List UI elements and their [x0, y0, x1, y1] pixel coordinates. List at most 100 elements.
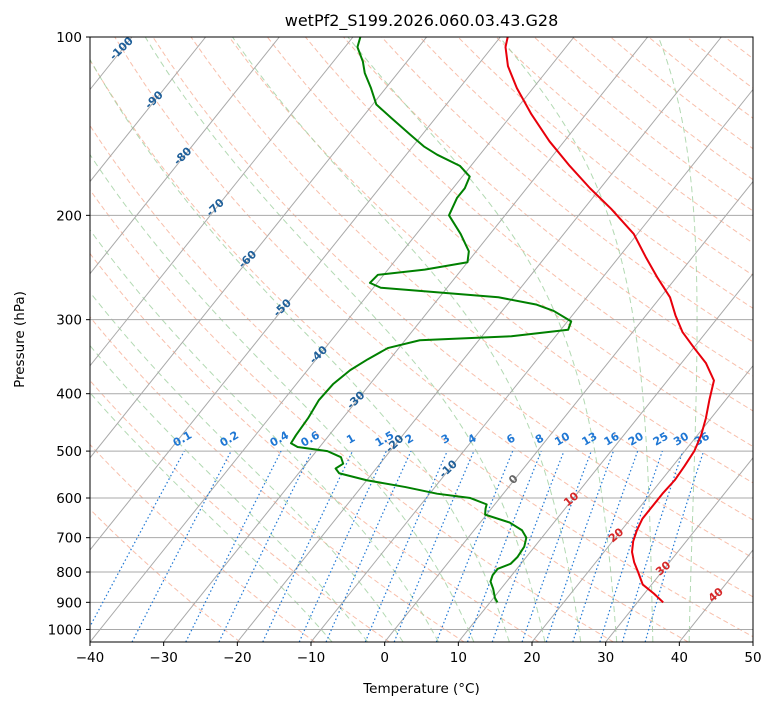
- mixing-ratio-line: [218, 450, 313, 642]
- y-axis: 100 200 300 400 500 600 700 800 900 1000: [48, 30, 90, 638]
- isotherm-line: [531, 364, 753, 642]
- dry-adiabat-line: [90, 379, 390, 642]
- dry-adiabat-line: [90, 124, 689, 642]
- y-tick-label: 300: [56, 313, 82, 329]
- x-tick-label: −10: [297, 650, 326, 666]
- moist-adiabat-line: [90, 291, 404, 642]
- x-tick-label: −30: [149, 650, 178, 666]
- dry-adiabat-line: [266, 37, 753, 448]
- dry-adiabat-line: [343, 37, 753, 377]
- y-tick-label: 500: [56, 444, 82, 460]
- isotherm-line: [90, 37, 428, 459]
- mixing-ratio-label: 30: [671, 429, 691, 448]
- isotherm-label: -100: [107, 34, 136, 63]
- dry-adiabat-line: [90, 252, 540, 642]
- y-tick-label: 400: [56, 387, 82, 403]
- mixing-ratio-label: 1: [344, 432, 357, 447]
- mixing-ratio-line: [545, 450, 614, 642]
- y-tick-label: 800: [56, 565, 82, 581]
- mixing-ratio-line: [393, 450, 475, 642]
- mixing-ratio-line: [325, 450, 412, 642]
- moist-adiabat-line: [90, 392, 333, 642]
- x-axis: −40 −30 −20 −10 0 10 20 30 40 50: [76, 642, 762, 666]
- mixing-ratio-line: [435, 450, 514, 642]
- dry-adiabat-line: [648, 37, 753, 119]
- mixing-ratio-line: [621, 450, 684, 642]
- mixing-ratio-label: 13: [580, 430, 600, 449]
- isotherm-line: [90, 37, 575, 642]
- dry-adiabat-line: [90, 508, 241, 642]
- dry-adiabat-line: [533, 37, 753, 212]
- dry-adiabat-line: [419, 37, 753, 309]
- moist-adiabat-line: [658, 37, 698, 642]
- mixing-ratio-line: [521, 450, 592, 642]
- mixing-ratio-line: [599, 450, 663, 642]
- isotherm-line: [605, 457, 753, 642]
- isotherm-line: [678, 549, 753, 642]
- plot-frame: [89, 36, 754, 643]
- mixing-ratio-line: [572, 450, 639, 642]
- mixing-ratio-label: 6: [504, 431, 517, 446]
- mixing-ratio-label: 2: [403, 432, 416, 447]
- x-tick-label: 0: [380, 650, 389, 666]
- moist-adiabat-line: [90, 58, 510, 642]
- mixing-ratio-label: 4: [466, 431, 479, 446]
- plot-area: 0.1 0.2 0.4 0.6 1 1.5 2 3 4 6 8 10 13 16 20 25 30 36-100-…: [0, 34, 775, 642]
- dry-adiabat-line: [763, 37, 775, 642]
- isotherm-line: [163, 37, 649, 642]
- moist-adiabat-line: [90, 344, 369, 642]
- mixing-ratio-label: 20: [626, 429, 646, 448]
- x-tick-label: −20: [223, 650, 252, 666]
- dry-adiabat-line: [457, 37, 753, 276]
- mixing-ratio-label: 10: [552, 429, 572, 448]
- temperature-profile-line: [504, 37, 715, 604]
- mixing-ratio-label: 0.4: [268, 428, 292, 449]
- moist-adiabat-line: [232, 37, 582, 642]
- chart-title: wetPf2_S199.2026.060.03.43.G28: [285, 11, 559, 31]
- isotherm-line: [90, 37, 501, 551]
- y-tick-label: 200: [56, 208, 82, 224]
- dry-adiabat-line: [495, 37, 753, 244]
- mixing-ratio-line: [644, 450, 705, 642]
- x-tick-label: 20: [523, 650, 540, 666]
- moist-adiabat-line: [90, 153, 475, 642]
- isotherm-line: [90, 37, 207, 183]
- y-tick-label: 700: [56, 531, 82, 547]
- dry-adiabat-line: [381, 37, 753, 343]
- dry-adiabat-line: [90, 189, 614, 642]
- dewpoint-profile-line: [289, 37, 573, 603]
- dry-adiabat-line: [610, 37, 753, 150]
- isotherm-line: [90, 37, 280, 275]
- mixing-ratio-line: [90, 450, 185, 628]
- y-tick-label: 600: [56, 491, 82, 507]
- y-tick-label: 1000: [48, 622, 82, 638]
- x-axis-label: Temperature (°C): [362, 681, 480, 697]
- x-tick-label: −40: [76, 650, 105, 666]
- dry-adiabat-line: [90, 443, 316, 642]
- isotherm-line: [457, 272, 753, 642]
- isotherm-line: [310, 88, 753, 642]
- moist-adiabat-line: [499, 37, 654, 642]
- moist-adiabat-line: [347, 37, 618, 642]
- x-tick-label: 30: [597, 650, 614, 666]
- mixing-ratio-label: 8: [533, 432, 546, 447]
- mixing-ratio-label: 16: [602, 429, 622, 448]
- mixing-ratio-line: [364, 450, 448, 642]
- y-tick-label: 900: [56, 595, 82, 611]
- isotherm-line: [236, 37, 722, 642]
- dry-adiabat-line: [152, 37, 753, 559]
- mixing-ratio-label: 25: [651, 430, 671, 449]
- dry-adiabat-line: [190, 37, 753, 521]
- dry-adiabat-line: [305, 37, 753, 412]
- y-axis-label: Pressure (hPa): [12, 291, 28, 388]
- isotherm-line: [0, 37, 58, 642]
- dry-adiabat-line: [90, 316, 465, 642]
- mixing-ratio-line: [262, 450, 354, 642]
- isotherm-line: [384, 180, 753, 642]
- mixing-ratio-line: [491, 450, 565, 642]
- moist-adiabat-line: [144, 37, 546, 642]
- dry-adiabat-line: [114, 37, 753, 598]
- mixing-ratio-line: [466, 450, 542, 642]
- x-tick-label: 10: [450, 650, 467, 666]
